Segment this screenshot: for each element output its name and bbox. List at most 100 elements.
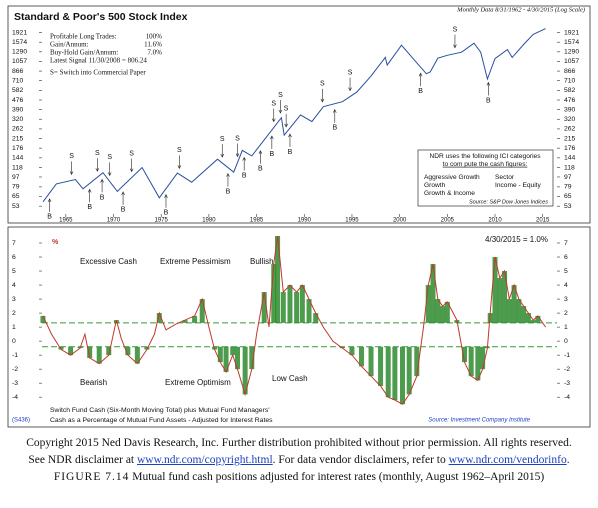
y-tick-label: 5 [564, 268, 568, 275]
signal-label: S [220, 136, 225, 143]
signal-arrowhead [288, 133, 292, 138]
signal-label: S [235, 135, 240, 142]
y-tick-label: -1 [564, 352, 570, 359]
y-tick-label: 6 [12, 254, 16, 261]
bar [525, 313, 531, 323]
y-tick-label: 144 [12, 155, 24, 162]
info-heading: to com pute the cash figures: [443, 161, 528, 168]
chart-subtitle: Monthly Data 8/31/1962 - 4/30/2015 (Log … [456, 6, 585, 13]
bar [223, 346, 229, 372]
y-tick-label: 262 [12, 126, 24, 133]
bar [261, 292, 267, 323]
bar [287, 285, 293, 323]
bar [87, 346, 93, 358]
y-tick-label: -2 [564, 366, 570, 373]
text: . [566, 454, 570, 466]
bar [106, 346, 112, 356]
bar [440, 306, 446, 323]
y-tick-label: 390 [12, 106, 24, 113]
y-tick-label: 215 [12, 135, 24, 142]
info-item: Growth [424, 182, 446, 189]
y-tick-label: 320 [12, 116, 24, 123]
signal-arrowhead [107, 172, 112, 177]
signal-label: B [418, 88, 423, 95]
text: . For data vendor disclaimers, refer to [272, 454, 449, 466]
y-tick-label: 1574 [564, 39, 579, 46]
bar [392, 346, 398, 400]
signal-arrowhead [220, 153, 225, 158]
signal-label: B [87, 204, 92, 211]
x-tick-label: 2015 [536, 218, 550, 224]
x-tick-label: 1990 [298, 218, 312, 224]
signal-label: B [164, 210, 169, 217]
y-tick-label: 1057 [12, 58, 27, 65]
copyright: Copyright 2015 Ned Davis Research, Inc. … [26, 437, 572, 449]
stats-box [45, 30, 170, 82]
signal-arrowhead [270, 135, 274, 140]
signal-label: B [288, 149, 293, 156]
signal-arrowhead [164, 194, 168, 198]
signal-arrowhead [348, 87, 352, 92]
link[interactable]: www.ndr.com/vendorinfo [448, 454, 567, 466]
bottom-frame [7, 226, 591, 428]
bar [306, 299, 312, 323]
annotation: Extreme Optimism [165, 378, 231, 387]
stats-value: 7.0% [147, 49, 162, 57]
bar [192, 315, 198, 323]
bar [199, 299, 205, 323]
y-tick-label: 3 [564, 296, 568, 303]
y-tick-label: 79 [12, 184, 20, 191]
bar [294, 292, 300, 323]
y-tick-label: 118 [564, 164, 575, 171]
link[interactable]: www.ndr.com/copyright.html [137, 454, 273, 466]
bar [358, 346, 364, 367]
signal-arrowhead [87, 188, 92, 193]
signal-arrowhead [453, 44, 457, 49]
signal-label: B [332, 125, 337, 132]
bar [156, 313, 162, 323]
signal-label: S [69, 153, 74, 160]
y-tick-label: 79 [564, 184, 572, 191]
y-tick-label: 65 [12, 193, 20, 200]
text: See NDR disclaimer at [28, 454, 137, 466]
signal-label: S [453, 26, 458, 33]
x-tick-label: 2010 [488, 218, 502, 224]
y-tick-label: 0 [12, 338, 16, 345]
x-tick-label: 2000 [393, 218, 407, 224]
signal-arrowhead [271, 118, 276, 123]
y-tick-label: 476 [12, 97, 24, 104]
bar [530, 320, 536, 323]
signal-arrowhead [418, 72, 423, 77]
bar [96, 346, 102, 364]
latest-value: 4/30/2015 = 1.0% [485, 235, 548, 244]
info-item: Income - Equity [495, 182, 542, 189]
signal-arrowhead [284, 123, 288, 128]
y-tick-label: 97 [12, 174, 20, 181]
bar [425, 285, 431, 323]
x-tick-label: 1965 [59, 218, 73, 224]
bar [511, 285, 517, 323]
signal-arrowhead [278, 109, 283, 114]
annotation: Excessive Cash [80, 257, 137, 266]
bar [521, 306, 527, 323]
bar [339, 346, 345, 349]
stats-value: 11.6% [144, 41, 162, 49]
annotation: Low Cash [272, 374, 308, 383]
bar [280, 292, 286, 323]
bar [249, 346, 255, 370]
caption: Mutual fund cash positions adjusted for … [132, 471, 545, 483]
y-tick-label: 144 [564, 155, 576, 162]
stats-latest: Latest Signal 11/30/2008 = 806.24 [50, 57, 147, 65]
x-tick-label: 1995 [345, 218, 359, 224]
y-tick-label: 2 [564, 310, 568, 317]
signal-label: S [284, 106, 289, 113]
info-item: Sector [495, 174, 515, 181]
y-tick-label: 7 [564, 240, 568, 247]
bar [406, 346, 412, 395]
y-tick-label: 320 [564, 116, 576, 123]
bar [217, 346, 223, 363]
stats-note: S= Switch into Commercial Paper [50, 69, 146, 77]
signal-arrowhead [333, 109, 337, 113]
y-tick-label: 582 [12, 87, 24, 94]
y-tick-label: 476 [564, 97, 576, 104]
